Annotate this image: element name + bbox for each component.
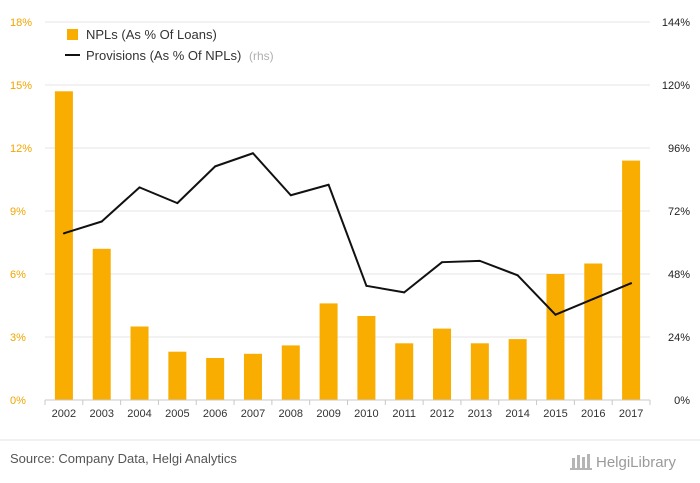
provisions-point bbox=[478, 259, 481, 262]
library-icon bbox=[570, 454, 592, 470]
provisions-point bbox=[592, 297, 595, 300]
x-tick-label: 2016 bbox=[581, 408, 605, 420]
provisions-point bbox=[365, 284, 368, 287]
y-left-tick-label: 9% bbox=[10, 206, 26, 218]
provisions-point bbox=[214, 165, 217, 168]
npl-bar bbox=[243, 353, 262, 400]
legend-label-provisions: Provisions (As % Of NPLs) bbox=[86, 48, 241, 63]
x-tick-label: 2010 bbox=[354, 408, 378, 420]
x-tick-label: 2004 bbox=[127, 408, 151, 420]
x-tick-label: 2006 bbox=[203, 408, 227, 420]
npl-bar bbox=[206, 358, 225, 400]
x-tick-label: 2005 bbox=[165, 408, 189, 420]
provisions-point bbox=[62, 232, 65, 235]
y-left-tick-label: 6% bbox=[10, 269, 26, 281]
npl-bar bbox=[395, 343, 414, 400]
npl-bar bbox=[508, 339, 527, 400]
npl-bar bbox=[130, 326, 149, 400]
x-tick-label: 2007 bbox=[241, 408, 265, 420]
legend-label-rhs: (rhs) bbox=[249, 49, 274, 63]
y-right-tick-label: 120% bbox=[662, 80, 690, 92]
legend-label-provisions-wrapper: Provisions (As % Of NPLs) (rhs) bbox=[86, 48, 274, 63]
provisions-point bbox=[403, 291, 406, 294]
y-right-tick-label: 96% bbox=[668, 143, 690, 155]
provisions-point bbox=[516, 274, 519, 277]
npl-bar bbox=[622, 160, 641, 400]
x-tick-label: 2013 bbox=[468, 408, 492, 420]
npl-bar bbox=[584, 263, 603, 400]
legend: NPLs (As % Of Loans) Provisions (As % Of… bbox=[65, 27, 274, 63]
npl-bar bbox=[319, 303, 338, 400]
brand-logo: HelgiLibrary bbox=[570, 454, 677, 471]
y-left-tick-label: 18% bbox=[10, 17, 32, 29]
legend-swatch-npls bbox=[67, 29, 78, 40]
x-tick-label: 2011 bbox=[392, 408, 416, 420]
y-right-tick-label: 72% bbox=[668, 206, 690, 218]
provisions-line bbox=[63, 152, 632, 316]
provisions-point bbox=[289, 194, 292, 197]
y-right-tick-label: 48% bbox=[668, 269, 690, 281]
line-layer bbox=[62, 152, 633, 316]
provisions-point bbox=[100, 220, 103, 223]
x-tick-label: 2014 bbox=[505, 408, 529, 420]
y-left-tick-label: 15% bbox=[10, 80, 32, 92]
source-text: Source: Company Data, Helgi Analytics bbox=[10, 451, 237, 466]
x-tick-label: 2012 bbox=[430, 408, 454, 420]
npl-bar bbox=[92, 248, 111, 400]
axis-layer: 0% 0% 3% 24% 6% 48% 9% 72% 12% 96% 15% 120% 18% 144% 2… bbox=[10, 17, 690, 420]
y-right-tick-label: 24% bbox=[668, 332, 690, 344]
x-tick-label: 2008 bbox=[279, 408, 303, 420]
npl-bar bbox=[54, 91, 73, 401]
npl-bar bbox=[281, 345, 300, 400]
provisions-point bbox=[251, 152, 254, 155]
x-tick-label: 2017 bbox=[619, 408, 643, 420]
npl-bar bbox=[357, 316, 376, 400]
provisions-point bbox=[327, 183, 330, 186]
npl-bar bbox=[168, 351, 187, 400]
legend-label-npls: NPLs (As % Of Loans) bbox=[86, 27, 217, 42]
y-left-tick-label: 0% bbox=[10, 395, 26, 407]
provisions-point bbox=[554, 313, 557, 316]
y-left-tick-label: 3% bbox=[10, 332, 26, 344]
npl-bar bbox=[546, 274, 565, 400]
y-right-tick-label: 144% bbox=[662, 17, 690, 29]
npl-bar bbox=[433, 328, 452, 400]
x-tick-label: 2009 bbox=[316, 408, 340, 420]
provisions-point bbox=[138, 186, 141, 189]
x-tick-label: 2003 bbox=[89, 408, 113, 420]
bar-layer bbox=[54, 91, 641, 401]
provisions-point bbox=[176, 202, 179, 205]
provisions-point bbox=[630, 282, 633, 285]
x-tick-label: 2015 bbox=[543, 408, 567, 420]
provisions-point bbox=[441, 261, 444, 264]
x-tick-label: 2002 bbox=[52, 408, 76, 420]
npl-bar bbox=[470, 343, 489, 400]
y-left-tick-label: 12% bbox=[10, 143, 32, 155]
y-right-tick-label: 0% bbox=[674, 395, 690, 407]
brand-text: HelgiLibrary bbox=[596, 454, 677, 471]
